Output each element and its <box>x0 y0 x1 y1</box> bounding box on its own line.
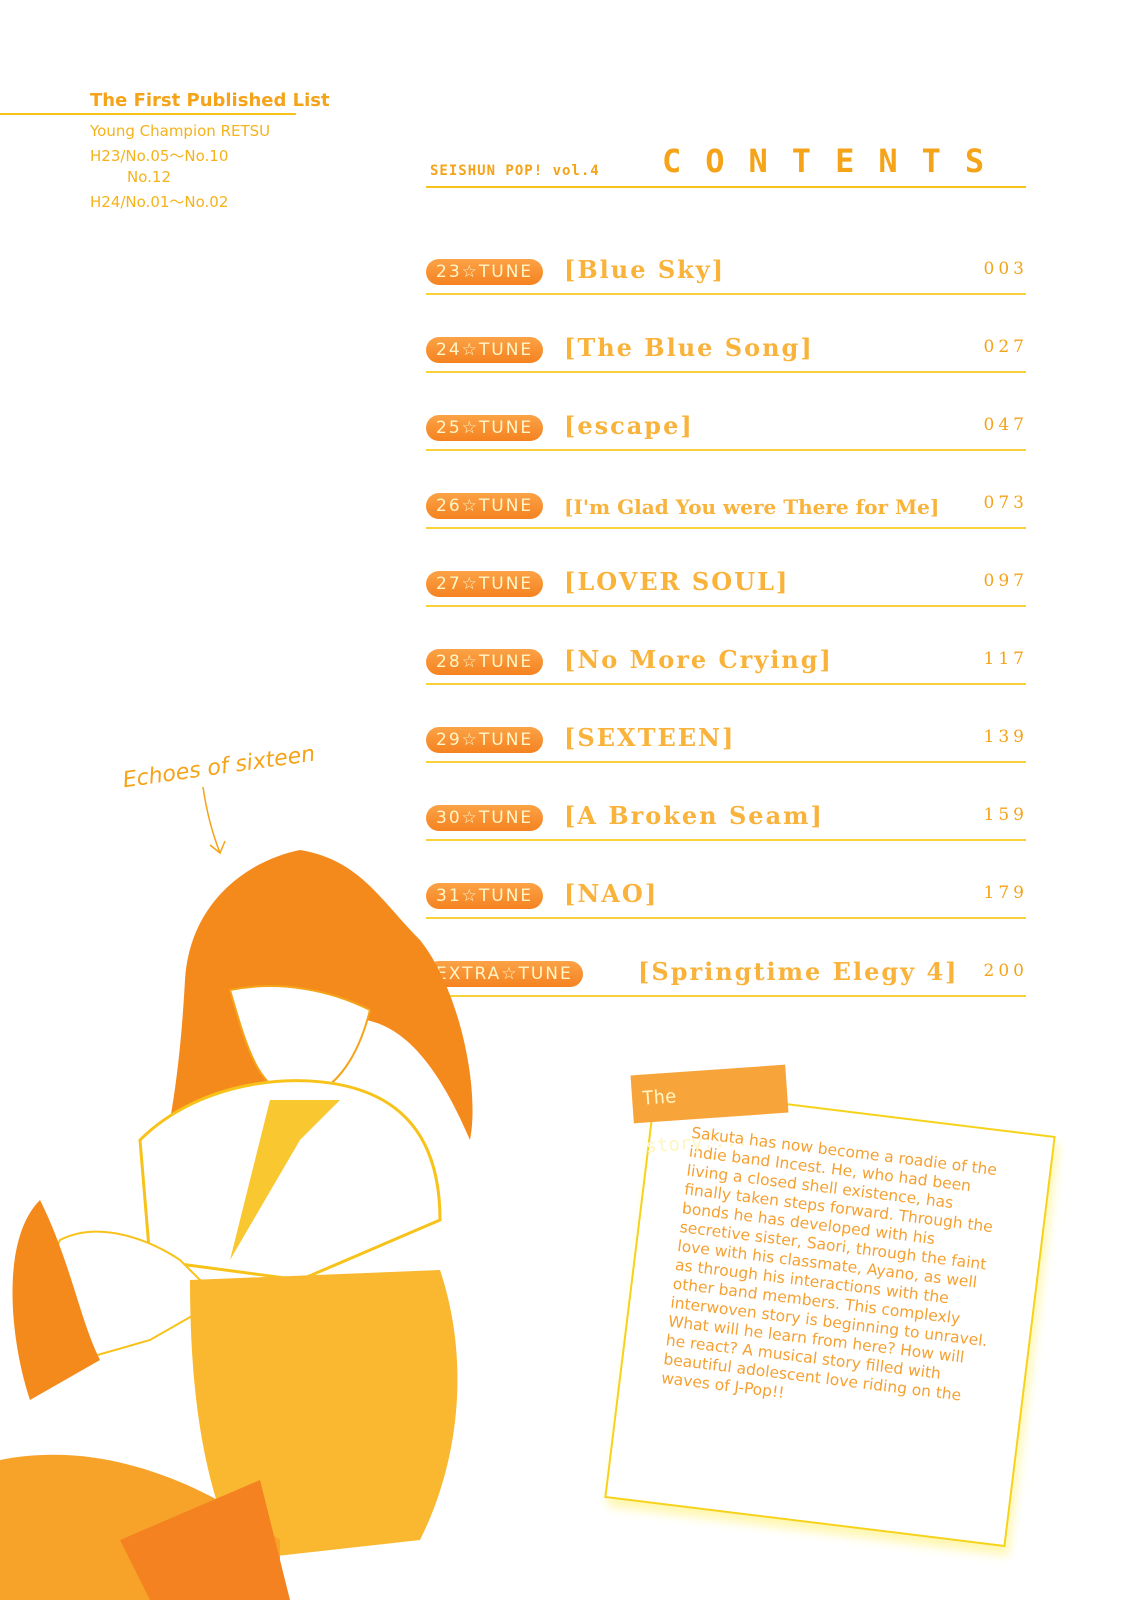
toc-entry[interactable]: 26☆TUNE [I'm Glad You were There for Me] 0… <box>426 493 1028 533</box>
chapter-title: [A Broken Seam] <box>564 801 824 830</box>
tune-badge: 24☆TUNE <box>426 337 544 363</box>
page-number: 073 <box>983 493 1028 513</box>
published-list-title: The First Published List <box>90 90 330 111</box>
toc-entry[interactable]: 27☆TUNE [LOVER SOUL] 097 <box>426 567 1028 611</box>
story-text: Sakuta has now become a roadie of the in… <box>660 1123 998 1405</box>
divider <box>426 186 1026 188</box>
tune-badge: EXTRA☆TUNE <box>426 961 583 987</box>
tune-badge: 31☆TUNE <box>426 883 544 909</box>
chapter-title: [I'm Glad You were There for Me] <box>564 495 940 519</box>
divider <box>426 761 1026 763</box>
page-number: 179 <box>983 883 1028 903</box>
published-line: Young Champion RETSU <box>90 122 271 140</box>
tune-badge: 29☆TUNE <box>426 727 544 753</box>
page-number: 200 <box>983 961 1028 981</box>
chapter-title: [No More Crying] <box>564 645 833 674</box>
toc-entry[interactable]: 24☆TUNE [The Blue Song] 027 <box>426 333 1028 377</box>
divider <box>426 839 1026 841</box>
girl-illustration <box>0 850 473 1600</box>
chapter-title: [LOVER SOUL] <box>564 567 790 596</box>
page-number: 097 <box>983 571 1028 591</box>
divider <box>426 995 1026 997</box>
tune-badge: 27☆TUNE <box>426 571 544 597</box>
chapter-title: [escape] <box>564 411 694 440</box>
toc-entry[interactable]: 28☆TUNE [No More Crying] 117 <box>426 645 1028 689</box>
divider <box>426 917 1026 919</box>
arrow-down-icon <box>202 786 226 855</box>
divider <box>426 527 1026 529</box>
divider <box>426 605 1026 607</box>
series-title: SEISHUN POP! vol.4 <box>430 163 600 179</box>
toc-entry[interactable]: 31☆TUNE [NAO] 179 <box>426 879 1028 923</box>
tune-badge: 28☆TUNE <box>426 649 544 675</box>
published-line: H24/No.01〜No.02 <box>90 193 229 211</box>
page-number: 117 <box>983 649 1028 669</box>
toc-entry[interactable]: 30☆TUNE [A Broken Seam] 159 <box>426 801 1028 845</box>
page-number: 139 <box>983 727 1028 747</box>
toc-entry[interactable]: 23☆TUNE [Blue Sky] 003 <box>426 255 1028 299</box>
divider <box>426 293 1026 295</box>
published-line: No.12 <box>127 168 171 186</box>
chapter-title: [Blue Sky] <box>564 255 726 284</box>
page-number: 159 <box>983 805 1028 825</box>
chapter-title: [NAO] <box>564 879 659 908</box>
divider <box>0 113 296 115</box>
chapter-title: [The Blue Song] <box>564 333 814 362</box>
contents-heading: CONTENTS <box>662 142 1009 180</box>
toc-entry[interactable]: 25☆TUNE [escape] 047 <box>426 411 1028 455</box>
tune-badge: 23☆TUNE <box>426 259 544 285</box>
chapter-title: [Springtime Elegy 4] <box>638 957 959 986</box>
tune-badge: 30☆TUNE <box>426 805 544 831</box>
published-line: H23/No.05〜No.10 <box>90 147 229 165</box>
tune-badge: 26☆TUNE <box>426 493 544 519</box>
divider <box>426 449 1026 451</box>
divider <box>426 371 1026 373</box>
chapter-title: [SEXTEEN] <box>564 723 736 752</box>
toc-entry[interactable]: EXTRA☆TUNE [Springtime Elegy 4] 200 <box>426 957 1028 1001</box>
tune-badge: 25☆TUNE <box>426 415 544 441</box>
toc-entry[interactable]: 29☆TUNE [SEXTEEN] 139 <box>426 723 1028 767</box>
page-number: 003 <box>983 259 1028 279</box>
divider <box>426 683 1026 685</box>
page-number: 027 <box>983 337 1028 357</box>
page-number: 047 <box>983 415 1028 435</box>
